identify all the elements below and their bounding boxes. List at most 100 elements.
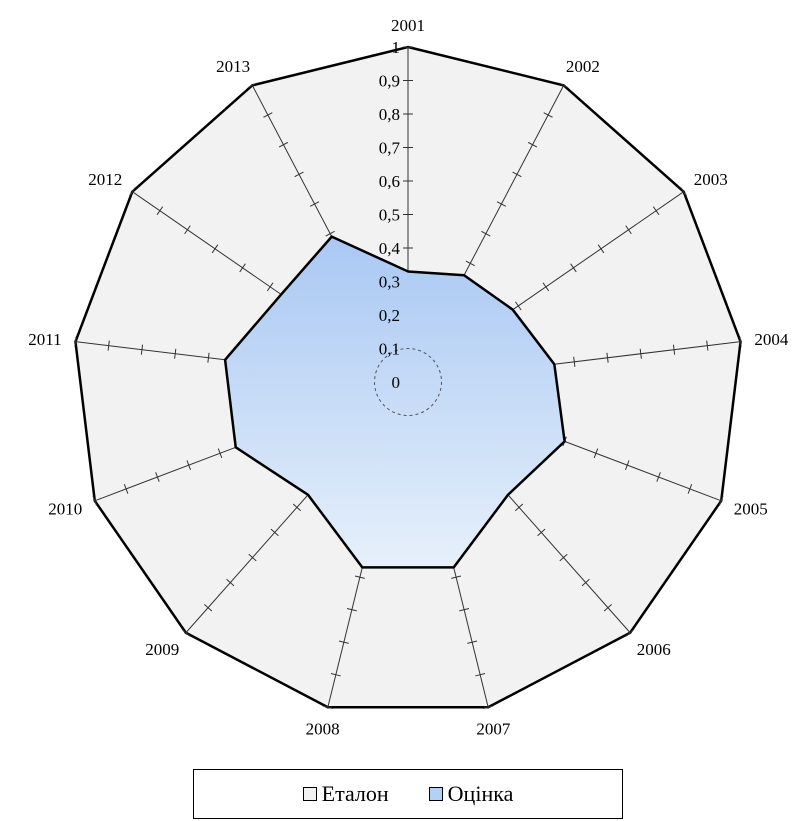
axis-tick: [515, 301, 522, 311]
axis-tick: [181, 629, 190, 637]
axis-tick: [597, 244, 605, 254]
legend-item-score: Оцінка: [428, 781, 514, 807]
axis-tick: [467, 640, 478, 644]
axis-tick: [559, 553, 568, 562]
category-label-2003: 2003: [694, 170, 728, 189]
axis-tick: [687, 484, 693, 494]
axis-tick: [625, 225, 632, 235]
category-label-2006: 2006: [637, 640, 671, 659]
legend-swatch-etalon: [302, 787, 317, 801]
axis-tick: [459, 608, 470, 612]
category-label-2005: 2005: [734, 500, 768, 519]
axis-tick: [140, 344, 144, 355]
axis-tick: [278, 141, 289, 148]
tick-label: 0,7: [379, 139, 401, 158]
axis-tick: [573, 356, 576, 367]
axis-tick: [129, 187, 136, 197]
tick-label: 0,4: [379, 239, 401, 258]
category-label-2004: 2004: [754, 330, 789, 349]
axis-tick: [309, 201, 320, 207]
axis-tick: [542, 282, 550, 292]
axis-tick: [123, 484, 129, 494]
category-label-2001: 2001: [391, 16, 425, 35]
axis-tick: [292, 503, 302, 512]
axis-tick: [603, 603, 613, 612]
axis-tick: [74, 336, 77, 347]
axis-tick: [706, 340, 709, 351]
axis-tick: [266, 282, 274, 292]
axis-tick: [626, 629, 635, 637]
axis-tick: [270, 528, 279, 537]
axis-tick: [92, 495, 98, 506]
axis-tick: [155, 472, 160, 482]
axis-tick: [481, 230, 491, 237]
axis-tick: [581, 578, 590, 587]
tick-label: 0,1: [379, 340, 400, 359]
category-label-2010: 2010: [48, 500, 82, 519]
legend-label-score: Оцінка: [447, 781, 514, 806]
axis-tick: [346, 608, 357, 612]
inner-ring: [374, 348, 442, 416]
legend-item-etalon: Еталон: [302, 781, 389, 807]
tick-label: 0,2: [379, 306, 400, 325]
axis-tick: [625, 460, 630, 471]
category-label-2007: 2007: [476, 720, 511, 739]
axis-tick: [107, 340, 110, 351]
axis-tick: [211, 244, 219, 254]
axis-tick: [338, 640, 349, 644]
axis-tick: [263, 112, 273, 118]
axis-tick: [593, 448, 599, 459]
tick-label: 0,8: [379, 105, 400, 124]
axis-tick: [475, 673, 486, 677]
axis-tick: [739, 336, 742, 347]
axis-tick: [325, 230, 335, 237]
axis-tick: [247, 82, 257, 89]
axis-tick: [203, 603, 213, 612]
radar-chart: 0 0,1 0,2 0,3 0,4 0,5 0,6 0,7 0,8 0,9 1 2001 2002 200…: [28, 16, 789, 739]
series-score-area: [223, 235, 566, 569]
axis-tick: [239, 263, 246, 273]
category-label-2008: 2008: [306, 720, 340, 739]
axis-tick: [226, 578, 235, 587]
axis-tick: [451, 575, 462, 579]
category-label-2002: 2002: [566, 57, 600, 76]
tick-label: 0: [392, 373, 401, 392]
axis-tick: [465, 260, 475, 267]
axis-tick: [322, 705, 333, 709]
category-label-2011: 2011: [28, 330, 61, 349]
axis-tick: [718, 495, 724, 506]
axis-tick: [570, 263, 577, 273]
axis-tick: [537, 528, 546, 537]
axis-tick: [559, 82, 569, 89]
axis-tick: [354, 575, 365, 579]
axis-tick: [656, 472, 661, 482]
axis-tick: [652, 206, 660, 216]
tick-label: 0,9: [379, 72, 400, 91]
axis-tick: [672, 344, 676, 355]
axis-tick: [527, 141, 538, 148]
axis-tick: [680, 187, 687, 197]
axis-tick: [207, 352, 210, 363]
category-label-2013: 2013: [216, 57, 250, 76]
axis-tick: [184, 225, 191, 235]
axis-tick: [174, 348, 177, 359]
legend-label-etalon: Еталон: [321, 781, 389, 806]
tick-label: 1: [392, 38, 401, 57]
tick-label: 0,3: [379, 273, 400, 292]
axis-tick: [294, 171, 304, 178]
axis-tick: [639, 348, 642, 359]
legend-swatch-score: [428, 787, 443, 801]
axis-tick: [186, 460, 191, 471]
axis-tick: [514, 503, 524, 512]
legend: Еталон Оцінка: [193, 769, 623, 819]
category-label-2009: 2009: [145, 640, 179, 659]
axis-tick: [543, 112, 553, 118]
category-label-2012: 2012: [88, 170, 122, 189]
axis-tick: [248, 553, 257, 562]
axis-tick: [156, 206, 164, 216]
axis-tick: [606, 352, 609, 363]
axis-tick: [496, 201, 507, 207]
axis-tick: [483, 705, 494, 709]
axis-tick: [512, 171, 522, 178]
tick-label: 0,5: [379, 206, 400, 225]
